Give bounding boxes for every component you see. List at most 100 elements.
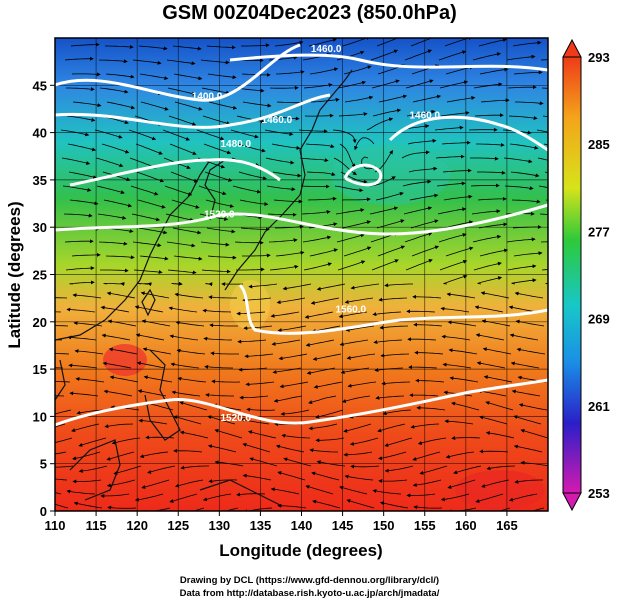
streamline xyxy=(506,54,536,61)
streamline xyxy=(373,339,403,345)
y-tick-label: 0 xyxy=(40,504,47,519)
streamline xyxy=(283,457,312,467)
streamline xyxy=(337,80,367,89)
streamline xyxy=(135,333,165,341)
streamline xyxy=(471,209,501,215)
streamline xyxy=(508,305,538,313)
streamline xyxy=(242,473,272,481)
streamline xyxy=(273,199,303,204)
coastline-new-guinea xyxy=(199,479,281,506)
streamline xyxy=(334,185,364,193)
streamline xyxy=(344,474,374,481)
x-tick-label: 145 xyxy=(332,518,354,533)
streamline xyxy=(406,309,436,314)
streamline xyxy=(208,479,238,484)
streamline xyxy=(439,259,468,271)
streamline xyxy=(343,451,373,457)
streamline xyxy=(476,142,505,147)
streamline xyxy=(541,87,548,89)
streamline xyxy=(171,281,183,286)
streamline xyxy=(308,423,338,431)
streamline xyxy=(71,252,101,257)
streamline xyxy=(282,283,312,291)
streamline xyxy=(211,379,241,384)
cool-pocket xyxy=(230,280,270,330)
streamline xyxy=(540,59,548,61)
streamline xyxy=(436,181,466,187)
streamline xyxy=(340,171,368,184)
streamline xyxy=(541,269,548,271)
streamline xyxy=(173,255,203,261)
streamline xyxy=(180,465,209,470)
streamline xyxy=(138,418,168,425)
streamline xyxy=(98,59,128,64)
streamline xyxy=(415,378,445,383)
streamline xyxy=(64,239,94,244)
streamline xyxy=(109,375,139,383)
streamline xyxy=(305,484,334,495)
streamline xyxy=(453,465,482,475)
streamline xyxy=(132,241,162,248)
coastline-korea xyxy=(204,159,226,221)
streamline xyxy=(242,253,271,258)
streamline xyxy=(444,220,474,229)
colorbar-bottom-cap xyxy=(562,492,582,512)
streamline xyxy=(477,170,506,175)
streamline xyxy=(270,115,300,121)
streamline xyxy=(447,479,476,489)
coastline-borneo xyxy=(69,439,121,501)
contour-label: 1520.0 xyxy=(220,413,251,424)
streamline xyxy=(513,415,542,425)
streamline xyxy=(340,367,370,375)
streamline xyxy=(72,293,102,299)
colorbar: 293 285 277 269 261 253 xyxy=(562,38,610,512)
streamline xyxy=(103,389,133,397)
streamline xyxy=(445,246,474,257)
streamline xyxy=(242,443,271,453)
streamline xyxy=(240,417,270,425)
streamline xyxy=(167,269,197,275)
streamline xyxy=(473,82,503,89)
streamline xyxy=(64,56,94,61)
streamline xyxy=(477,389,507,397)
streamline xyxy=(147,465,176,474)
contour-label: 1480.0 xyxy=(220,139,251,150)
streamline xyxy=(166,241,196,248)
streamline xyxy=(275,444,305,453)
streamline xyxy=(134,493,164,502)
streamline xyxy=(66,307,96,313)
streamline xyxy=(531,507,545,511)
streamline xyxy=(473,261,502,271)
streamline xyxy=(133,269,163,275)
streamline xyxy=(277,503,307,509)
streamline xyxy=(95,157,124,168)
streamline xyxy=(172,45,202,51)
streamline xyxy=(209,323,238,328)
streamline xyxy=(338,112,368,117)
streamline xyxy=(171,390,201,397)
streamline xyxy=(100,268,129,273)
coastline-taiwan xyxy=(141,288,156,317)
chart-title: GSM 00Z04Dec2023 (850.0hPa) xyxy=(162,2,457,24)
x-axis-title: Longitude (degrees) xyxy=(219,541,382,560)
streamline xyxy=(274,40,304,47)
streamline xyxy=(470,156,499,161)
streamline xyxy=(449,376,479,383)
streamline xyxy=(207,73,237,80)
streamline xyxy=(277,325,307,333)
streamline xyxy=(71,72,101,77)
streamline xyxy=(304,311,334,319)
streamline xyxy=(446,292,476,299)
streamline xyxy=(99,87,129,94)
contour-1460 xyxy=(55,93,331,129)
streamline xyxy=(378,94,408,103)
streamline xyxy=(105,44,134,49)
streamline xyxy=(67,335,97,341)
streamline xyxy=(210,351,239,356)
streamline xyxy=(315,409,344,419)
streamline xyxy=(514,291,544,299)
streamline xyxy=(483,375,513,383)
streamline xyxy=(538,185,548,188)
streamline xyxy=(248,283,278,289)
streamline xyxy=(243,325,273,331)
